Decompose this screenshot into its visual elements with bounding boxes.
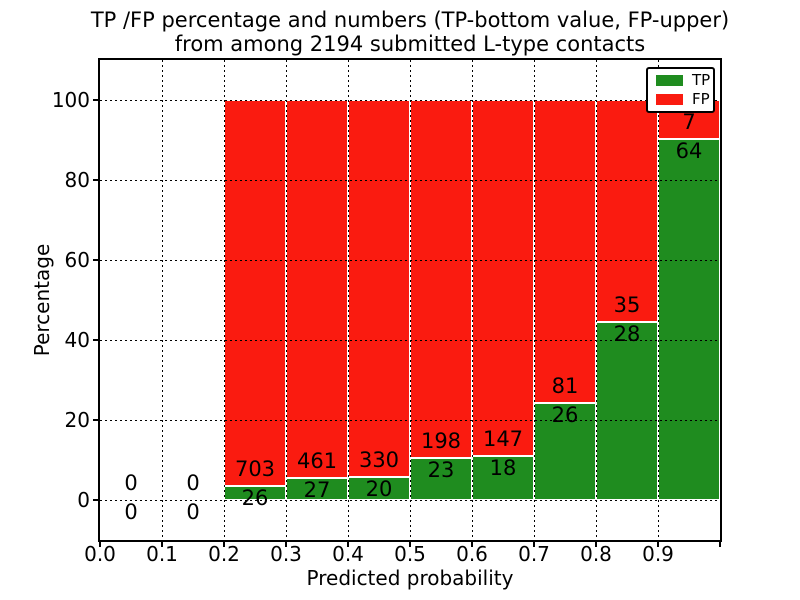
- legend-label-tp: TP: [692, 71, 711, 89]
- x-tick-mark: [719, 542, 721, 547]
- horizontal-gridline: [100, 339, 720, 341]
- plot-area: 0 0 0 0 703 26 461 27 330 20 198 23 147 18 81 26 35 28 7 64…: [98, 58, 722, 542]
- bar-segment-fp: [224, 100, 286, 486]
- fp-count-label: 198: [420, 429, 462, 454]
- x-tick-mark: [595, 542, 597, 547]
- tp-count-label: 18: [489, 456, 517, 481]
- tp-count-label: 0: [186, 500, 200, 524]
- x-tick-mark: [99, 542, 101, 547]
- bar-segment-tp: [596, 322, 658, 500]
- bar-segment-fp: [534, 100, 596, 403]
- fp-count-label: 81: [551, 373, 579, 398]
- vertical-gridline: [409, 60, 411, 540]
- vertical-gridline: [285, 60, 287, 540]
- y-tick-label: 80: [64, 168, 90, 192]
- y-tick-label: 0: [77, 488, 90, 512]
- vertical-gridline: [223, 60, 225, 540]
- chart-title-line-1: TP /FP percentage and numbers (TP-bottom…: [90, 8, 730, 32]
- x-tick-mark: [409, 542, 411, 547]
- legend-swatch-tp-icon: [656, 75, 683, 86]
- vertical-gridline: [161, 60, 163, 540]
- x-tick-mark: [347, 542, 349, 547]
- bar-segment-tp: [534, 402, 596, 500]
- x-tick-label: 0.1: [146, 542, 178, 566]
- x-tick-label: 0.0: [84, 542, 116, 566]
- fp-count-label: 461: [296, 448, 338, 473]
- x-tick-label: 0.6: [456, 542, 488, 566]
- vertical-gridline: [595, 60, 597, 540]
- x-tick-mark: [533, 542, 535, 547]
- chart-title-line-2: from among 2194 submitted L-type contact…: [174, 32, 646, 56]
- horizontal-gridline: [100, 419, 720, 421]
- x-tick-mark: [657, 542, 659, 547]
- chart-title: TP /FP percentage and numbers (TP-bottom…: [88, 8, 732, 56]
- y-tick-label: 40: [64, 328, 90, 352]
- bar-segment-fp: [348, 100, 410, 478]
- fp-count-label: 147: [482, 427, 524, 452]
- y-tick-mark: [93, 419, 98, 421]
- x-tick-label: 0.9: [642, 542, 674, 566]
- legend: TP FP: [646, 67, 715, 113]
- fp-count-label: 7: [682, 110, 696, 135]
- fp-count-label: 330: [358, 448, 400, 473]
- x-tick-label: 0.2: [208, 542, 240, 566]
- x-axis-label: Predicted probability: [306, 566, 514, 590]
- fp-count-label: 0: [186, 471, 200, 495]
- tp-count-label: 27: [303, 477, 331, 502]
- legend-entry-tp: TP: [656, 73, 713, 88]
- tp-count-label: 64: [675, 139, 703, 164]
- bar-segment-tp: [658, 139, 720, 500]
- x-tick-mark: [223, 542, 225, 547]
- vertical-gridline: [533, 60, 535, 540]
- x-tick-label: 0.8: [580, 542, 612, 566]
- y-tick-label: 20: [64, 408, 90, 432]
- x-tick-mark: [285, 542, 287, 547]
- fp-count-label: 0: [124, 471, 138, 495]
- vertical-gridline: [471, 60, 473, 540]
- x-tick-mark: [161, 542, 163, 547]
- tp-count-label: 20: [365, 477, 393, 502]
- x-tick-label: 0.7: [518, 542, 550, 566]
- tp-count-label: 23: [427, 458, 455, 483]
- fp-count-label: 703: [234, 456, 276, 481]
- y-tick-mark: [93, 339, 98, 341]
- x-tick-label: 0.5: [394, 542, 426, 566]
- bar-segment-tp: [472, 456, 534, 500]
- vertical-gridline: [657, 60, 659, 540]
- legend-swatch-fp-icon: [656, 94, 683, 105]
- vertical-gridline: [347, 60, 349, 540]
- tp-count-label: 26: [241, 485, 269, 510]
- horizontal-gridline: [100, 179, 720, 181]
- bar-segment-fp: [286, 100, 348, 478]
- legend-entry-fp: FP: [656, 92, 713, 107]
- tp-count-label: 26: [551, 402, 579, 427]
- bar-segment-fp: [472, 100, 534, 457]
- x-tick-label: 0.4: [332, 542, 364, 566]
- legend-label-fp: FP: [692, 90, 710, 108]
- y-tick-mark: [93, 99, 98, 101]
- tp-count-label: 28: [613, 322, 641, 347]
- horizontal-gridline: [100, 499, 720, 501]
- y-tick-label: 60: [64, 248, 90, 272]
- bar-segment-fp: [596, 100, 658, 323]
- horizontal-gridline: [100, 99, 720, 101]
- fp-count-label: 35: [613, 293, 641, 318]
- tp-count-label: 0: [124, 500, 138, 524]
- y-tick-label: 100: [51, 88, 90, 112]
- x-tick-mark: [471, 542, 473, 547]
- x-tick-label: 0.3: [270, 542, 302, 566]
- bar-segment-fp: [410, 100, 472, 459]
- y-tick-mark: [93, 179, 98, 181]
- y-tick-mark: [93, 499, 98, 501]
- y-tick-mark: [93, 259, 98, 261]
- horizontal-gridline: [100, 259, 720, 261]
